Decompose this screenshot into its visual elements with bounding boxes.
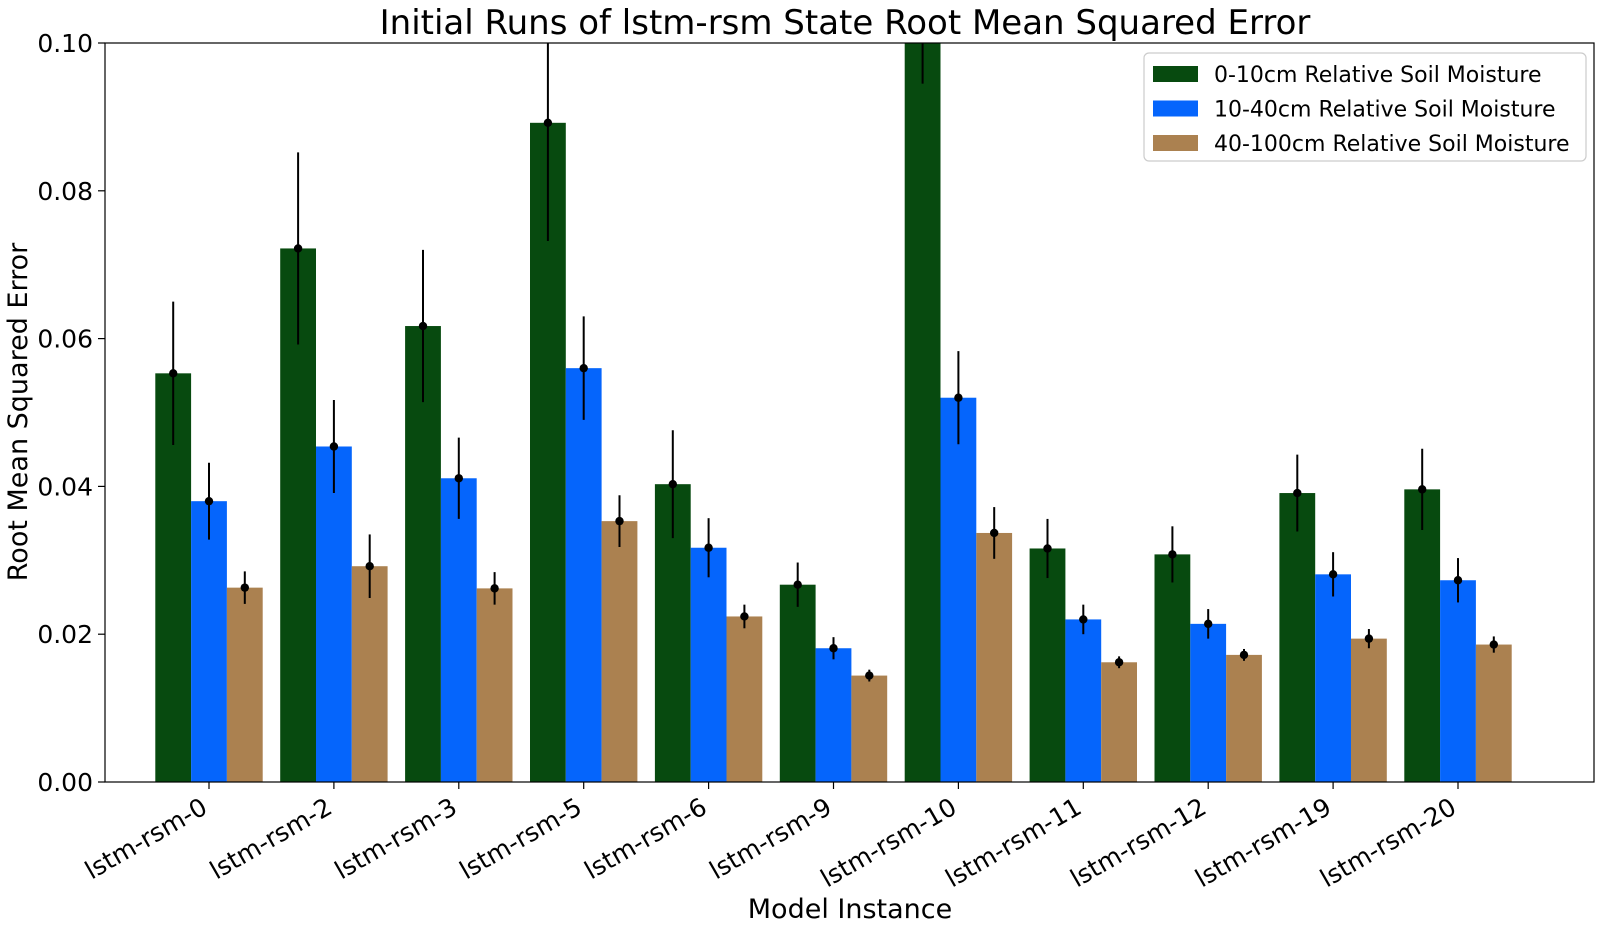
bar-series-3-lstm-rsm-10	[976, 532, 1013, 782]
x-tick-label: lstm-rsm-11	[940, 792, 1086, 893]
error-bar-point	[704, 543, 713, 552]
x-tick-label: lstm-rsm-19	[1190, 792, 1336, 893]
x-tick-label: lstm-rsm-2	[205, 792, 337, 885]
bar-series-2-lstm-rsm-9	[815, 648, 852, 782]
error-bar-point	[1204, 619, 1213, 629]
y-tick-label: 0.04	[37, 472, 93, 501]
bar-series-1-lstm-rsm-10	[904, 43, 941, 782]
x-axis-label: Model Instance	[748, 894, 953, 925]
error-bar-point	[1239, 650, 1249, 660]
legend-swatch	[1153, 135, 1198, 151]
error-bar-point	[418, 321, 428, 331]
bar-series-3-lstm-rsm-5	[601, 521, 638, 782]
bar-series-2-lstm-rsm-3	[440, 478, 477, 782]
error-bar-point	[1293, 488, 1302, 498]
legend-swatch	[1153, 66, 1198, 82]
bar-series-2-lstm-rsm-11	[1065, 619, 1102, 782]
error-bar-point	[1168, 550, 1177, 559]
bar-series-3-lstm-rsm-2	[351, 566, 388, 782]
plot-area-frame	[104, 42, 1595, 783]
error-bar-point	[1489, 640, 1499, 649]
x-tick-label: lstm-rsm-12	[1065, 792, 1211, 893]
bar-series-3-lstm-rsm-19	[1351, 638, 1387, 782]
legend-swatch	[1153, 100, 1198, 117]
error-bar-point	[329, 442, 339, 451]
x-axis: lstm-rsm-0lstm-rsm-2lstm-rsm-3lstm-rsm-5…	[80, 782, 1461, 893]
legend-box	[1143, 52, 1587, 162]
error-bar-point	[954, 393, 963, 402]
bar-series-2-lstm-rsm-2	[316, 446, 352, 782]
bar-series-3-lstm-rsm-12	[1226, 654, 1262, 782]
legend-label: 10-40cm Relative Soil Moisture	[1214, 98, 1555, 123]
bar-series-3-lstm-rsm-3	[476, 588, 513, 782]
error-bar-point	[1043, 544, 1052, 553]
y-axis-label: Root Mean Squared Error	[3, 242, 34, 581]
x-tick-label: lstm-rsm-20	[1315, 792, 1461, 893]
error-bar-point	[490, 584, 499, 593]
error-bar-point	[1364, 634, 1374, 643]
x-tick-label: lstm-rsm-0	[80, 792, 212, 885]
bar-series-1-lstm-rsm-9	[779, 584, 816, 782]
legend: 0-10cm Relative Soil Moisture 10-40cm Rel…	[1143, 52, 1587, 162]
y-tick-label: 0.00	[37, 768, 93, 797]
y-tick-label: 0.02	[37, 620, 93, 649]
legend-label: 0-10cm Relative Soil Moisture	[1214, 63, 1542, 88]
error-bar-point	[740, 612, 749, 621]
error-bar-point	[1453, 576, 1463, 585]
error-bar-point	[829, 644, 838, 653]
legend-label: 40-100cm Relative Soil Moisture	[1214, 132, 1569, 157]
bar-series-3-lstm-rsm-6	[726, 616, 763, 782]
bar-series-2-lstm-rsm-0	[191, 501, 227, 782]
y-axis: 0.00 0.02 0.04 0.06 0.08 0.10	[37, 29, 105, 797]
error-bar-point	[579, 363, 588, 373]
y-tick-label: 0.08	[37, 177, 93, 206]
bar-series-1-lstm-rsm-20	[1404, 489, 1441, 782]
chart-title: Initial Runs of lstm-rsm State Root Mean…	[380, 3, 1311, 43]
bar-series-1-lstm-rsm-12	[1154, 554, 1191, 782]
error-bar-point	[865, 671, 874, 680]
bar-series-1-lstm-rsm-11	[1029, 548, 1066, 782]
error-bar-point	[240, 583, 249, 592]
error-bar-point	[1418, 485, 1427, 494]
bar-series-2-lstm-rsm-12	[1190, 623, 1227, 782]
error-bar-point	[1079, 615, 1088, 624]
x-tick-label: lstm-rsm-6	[580, 792, 712, 885]
bar-series-3-lstm-rsm-11	[1101, 662, 1137, 782]
error-bar-point	[293, 244, 303, 253]
bar-series-2-lstm-rsm-19	[1315, 574, 1351, 782]
bar-series-3-lstm-rsm-0	[226, 587, 263, 782]
x-tick-label: lstm-rsm-5	[455, 792, 587, 885]
bar-series-3-lstm-rsm-20	[1475, 644, 1512, 782]
bar-series-3-lstm-rsm-9	[851, 675, 888, 782]
error-bar-point	[169, 369, 178, 378]
bar-series-2-lstm-rsm-10	[940, 397, 977, 782]
x-tick-label: lstm-rsm-10	[816, 792, 962, 893]
x-tick-label: lstm-rsm-3	[330, 792, 462, 885]
error-bar-point	[543, 118, 553, 128]
error-bar-point	[793, 580, 802, 589]
error-bar-point	[990, 528, 999, 538]
error-bar-point	[615, 516, 624, 526]
bar-series-1-lstm-rsm-19	[1279, 493, 1316, 782]
error-bar-point	[454, 474, 463, 483]
y-tick-label: 0.10	[37, 29, 93, 58]
bars-layer	[155, 43, 1512, 782]
error-bar-point	[365, 562, 374, 571]
y-tick-label: 0.06	[37, 325, 93, 354]
error-bar-point	[204, 496, 214, 506]
error-bar-point	[1328, 570, 1338, 579]
bar-series-2-lstm-rsm-5	[565, 368, 602, 782]
error-bar-point	[668, 479, 677, 489]
error-bar-point	[1114, 658, 1124, 667]
bar-series-2-lstm-rsm-20	[1440, 580, 1476, 782]
error-bars-layer	[169, 43, 1499, 682]
bar-series-2-lstm-rsm-6	[690, 547, 727, 782]
